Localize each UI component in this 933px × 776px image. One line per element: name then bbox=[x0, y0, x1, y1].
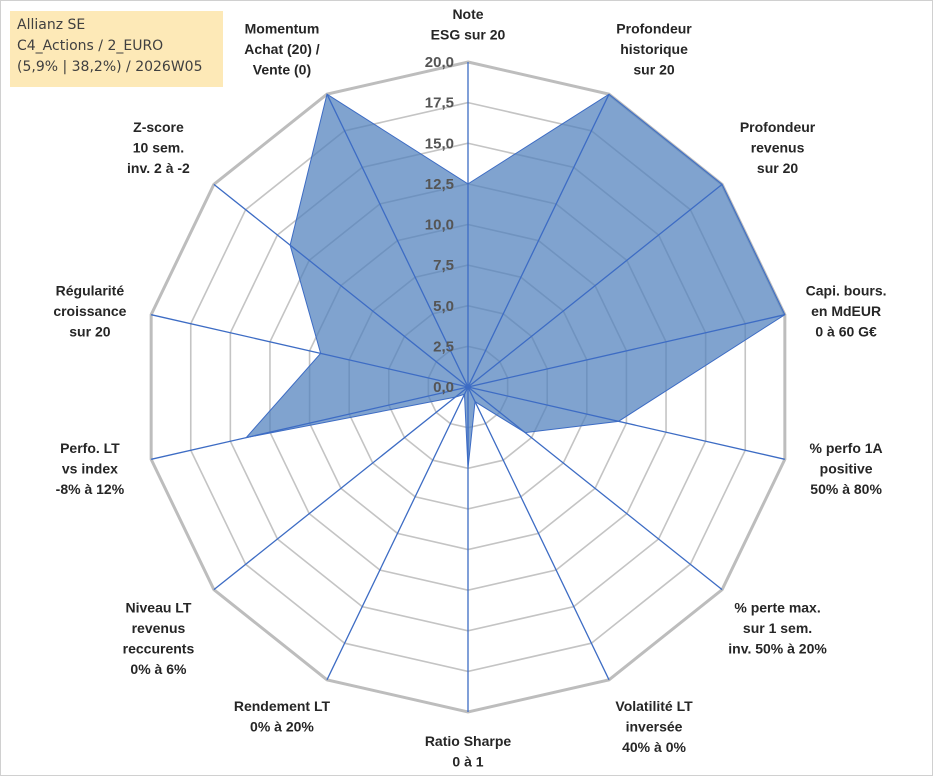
tick-label: 10,0 bbox=[425, 217, 454, 234]
axis-label: Note ESG sur 20 bbox=[431, 6, 506, 43]
axis-label-line: Note bbox=[452, 6, 483, 22]
axis-label-line: en MdEUR bbox=[811, 303, 881, 319]
axis-label: Ratio Sharpe 0 à 1 bbox=[425, 733, 512, 770]
axis-label: Z-score 10 sem. inv. 2 à -2 bbox=[127, 119, 190, 176]
axis-label-line: Perfo. LT bbox=[60, 440, 120, 456]
axis-label-line: 50% à 80% bbox=[810, 481, 882, 497]
axis-label-line: sur 1 sem. bbox=[743, 620, 812, 636]
axis-label-line: 0 à 60 G€ bbox=[815, 323, 877, 339]
axis-label: Volatilité LT inversée 40% à 0% bbox=[615, 698, 693, 755]
axis-label: Régularité croissance sur 20 bbox=[53, 282, 126, 339]
axis-label-line: sur 20 bbox=[69, 323, 110, 339]
radar-series bbox=[244, 93, 786, 469]
radar-ticks: 0,0 2,5 5,0 7,5 10,0 12,5 15,0 17,5 20,0 bbox=[425, 54, 454, 396]
radar-spokes bbox=[151, 62, 785, 712]
tick-label: 2,5 bbox=[433, 338, 454, 355]
axis-label-line: 0 à 1 bbox=[452, 754, 483, 770]
axis-label-line: % perfo 1A bbox=[810, 440, 883, 456]
axis-label-line: historique bbox=[620, 41, 688, 57]
axis-label-line: ESG sur 20 bbox=[431, 27, 506, 43]
axis-spoke bbox=[467, 314, 785, 388]
axis-label-line: 0% à 6% bbox=[130, 661, 187, 677]
axis-label-line: croissance bbox=[53, 303, 126, 319]
axis-label-line: Momentum bbox=[245, 21, 320, 37]
axis-spoke bbox=[151, 386, 469, 460]
axis-label-line: revenus bbox=[751, 140, 805, 156]
info-stats: (5,9% | 38,2%) / 2026W05 bbox=[17, 59, 203, 75]
axis-label: % perfo 1A positive 50% à 80% bbox=[810, 440, 883, 497]
info-company: Allianz SE bbox=[17, 17, 86, 33]
tick-label: 15,0 bbox=[425, 135, 454, 152]
axis-label-line: reccurents bbox=[123, 640, 195, 656]
axis-label: Niveau LT revenus reccurents 0% à 6% bbox=[123, 599, 195, 677]
axis-spoke bbox=[326, 93, 469, 388]
tick-label: 12,5 bbox=[425, 176, 454, 193]
axis-label-line: -8% à 12% bbox=[56, 481, 125, 497]
axis-label-line: Régularité bbox=[56, 282, 125, 298]
axis-label-line: Capi. bours. bbox=[806, 282, 887, 298]
axis-label-line: Volatilité LT bbox=[615, 698, 693, 714]
axis-spoke bbox=[151, 314, 469, 388]
axis-label-line: inv. 50% à 20% bbox=[728, 640, 827, 656]
axis-spoke bbox=[467, 183, 723, 388]
axis-label-line: Achat (20) / bbox=[244, 41, 320, 57]
axis-label-line: 10 sem. bbox=[133, 140, 184, 156]
axis-label-line: positive bbox=[820, 461, 873, 477]
axis-label-line: Ratio Sharpe bbox=[425, 733, 512, 749]
axis-label-line: Profondeur bbox=[740, 119, 816, 135]
axis-label-line: revenus bbox=[132, 620, 186, 636]
axis-spoke bbox=[467, 93, 610, 388]
info-category: C4_Actions / 2_EURO bbox=[17, 38, 164, 54]
axis-label-line: vs index bbox=[62, 461, 118, 477]
axis-label: Rendement LT 0% à 20% bbox=[234, 698, 331, 735]
axis-spoke bbox=[213, 183, 469, 388]
axis-spoke bbox=[467, 386, 610, 681]
axis-label-line: inv. 2 à -2 bbox=[127, 160, 190, 176]
axis-spoke bbox=[467, 386, 723, 591]
axis-label-line: Z-score bbox=[133, 119, 184, 135]
axis-label: Profondeur revenus sur 20 bbox=[740, 119, 816, 176]
security-info-box: Allianz SE C4_Actions / 2_EURO (5,9% | 3… bbox=[10, 11, 223, 87]
tick-label: 17,5 bbox=[425, 95, 454, 112]
axis-label-line: 40% à 0% bbox=[622, 739, 686, 755]
axis-label-line: sur 20 bbox=[757, 160, 798, 176]
axis-label: Capi. bours. en MdEUR 0 à 60 G€ bbox=[806, 282, 887, 339]
axis-label-line: 0% à 20% bbox=[250, 718, 314, 734]
tick-label: 7,5 bbox=[433, 257, 454, 274]
axis-label: Momentum Achat (20) / Vente (0) bbox=[244, 21, 320, 78]
tick-label: 20,0 bbox=[425, 54, 454, 71]
axis-spoke bbox=[213, 386, 469, 591]
tick-label: 5,0 bbox=[433, 298, 454, 315]
tick-label: 0,0 bbox=[433, 379, 454, 396]
axis-label: Profondeur historique sur 20 bbox=[616, 21, 692, 78]
series-area bbox=[244, 93, 786, 469]
axis-label-line: sur 20 bbox=[633, 62, 674, 78]
axis-label: Perfo. LT vs index -8% à 12% bbox=[56, 440, 125, 497]
axis-label-line: Rendement LT bbox=[234, 698, 331, 714]
axis-spoke bbox=[467, 386, 785, 460]
axis-label: % perte max. sur 1 sem. inv. 50% à 20% bbox=[728, 599, 827, 656]
axis-label-line: Niveau LT bbox=[126, 599, 192, 615]
axis-spoke bbox=[326, 386, 469, 681]
axis-label-line: Profondeur bbox=[616, 21, 692, 37]
axis-label-line: inversée bbox=[626, 718, 683, 734]
axis-label-line: Vente (0) bbox=[253, 62, 311, 78]
axis-label-line: % perte max. bbox=[734, 599, 820, 615]
radar-axis-labels: Note ESG sur 20 Profondeur historique sur 20… bbox=[53, 6, 886, 770]
